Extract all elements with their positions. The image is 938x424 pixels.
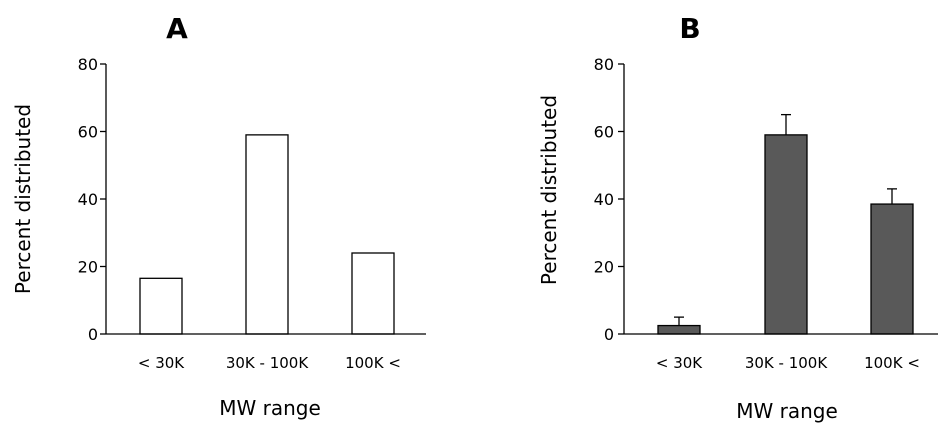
bar bbox=[764, 134, 808, 335]
x-axis-title: MW range bbox=[219, 396, 321, 420]
y-tick-label: 20 bbox=[594, 258, 614, 277]
y-tick-label: 60 bbox=[78, 123, 98, 142]
y-tick-label: 40 bbox=[78, 190, 98, 209]
chart-panel-b: B 0 20 40 60 80 < 30K 30K - 100K 100K < Percen… bbox=[537, 12, 938, 423]
x-tick-label: 100K < bbox=[345, 354, 401, 372]
y-tick-label: 60 bbox=[594, 123, 614, 142]
bar-group bbox=[139, 134, 395, 335]
y-tick-label: 40 bbox=[594, 190, 614, 209]
bar bbox=[657, 324, 701, 335]
bar-group bbox=[657, 134, 914, 335]
y-tick-label: 0 bbox=[604, 325, 614, 344]
x-tick-label: 30K - 100K bbox=[226, 354, 310, 372]
y-axis-title: Percent distributed bbox=[537, 95, 561, 285]
y-ticks: 0 20 40 60 80 bbox=[78, 55, 106, 344]
x-tick-label: < 30K bbox=[656, 354, 703, 372]
panel-label: A bbox=[166, 12, 188, 45]
bar bbox=[870, 203, 914, 335]
y-tick-label: 0 bbox=[88, 325, 98, 344]
y-axis-title: Percent distributed bbox=[11, 104, 35, 294]
panel-label: B bbox=[679, 12, 700, 45]
x-tick-label: < 30K bbox=[138, 354, 185, 372]
x-tick-label: 100K < bbox=[864, 354, 920, 372]
bar bbox=[139, 277, 183, 335]
chart-panel-a: A 0 20 40 60 80 < 30K 30K - 100K 100K < Percen… bbox=[11, 12, 426, 420]
y-ticks: 0 20 40 60 80 bbox=[594, 55, 624, 344]
y-tick-label: 20 bbox=[78, 258, 98, 277]
y-tick-label: 80 bbox=[78, 55, 98, 74]
bar bbox=[351, 252, 395, 335]
x-tick-label: 30K - 100K bbox=[745, 354, 829, 372]
x-ticks: < 30K 30K - 100K 100K < bbox=[656, 354, 920, 372]
x-axis-title: MW range bbox=[736, 399, 838, 423]
y-tick-label: 80 bbox=[594, 55, 614, 74]
bar bbox=[245, 134, 289, 335]
error-bar-group bbox=[674, 113, 897, 326]
x-ticks: < 30K 30K - 100K 100K < bbox=[138, 354, 401, 372]
